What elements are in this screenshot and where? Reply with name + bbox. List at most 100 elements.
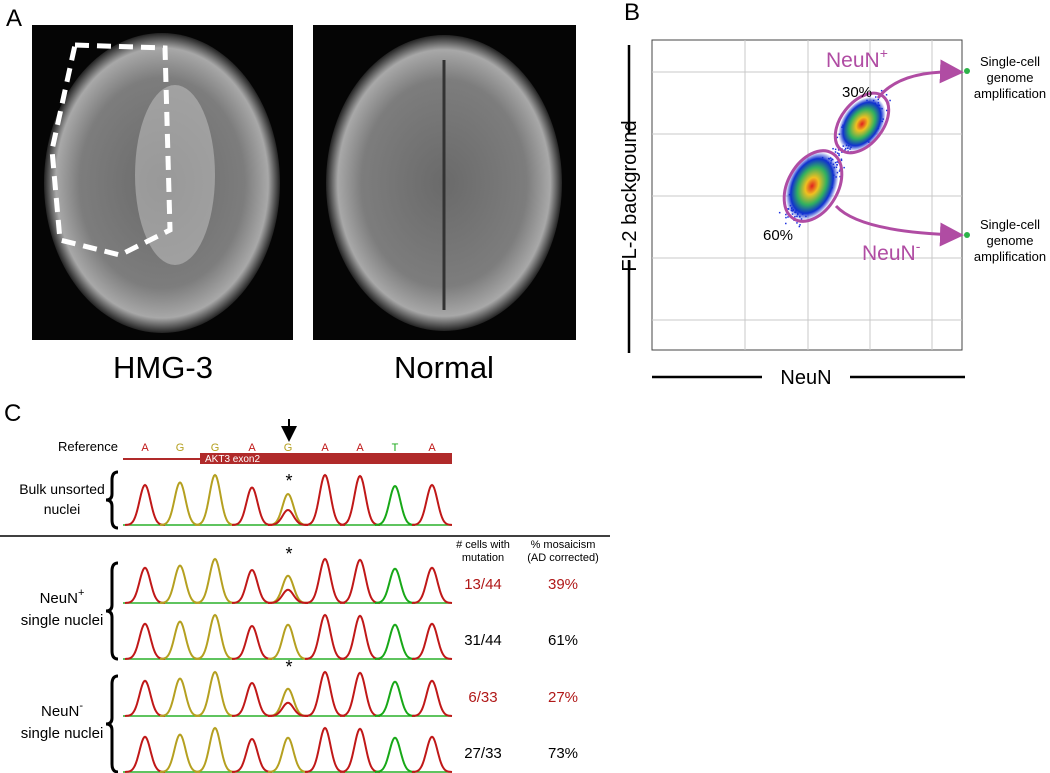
gate <box>782 149 844 223</box>
trace <box>123 557 453 604</box>
peak <box>374 623 416 660</box>
event <box>840 158 843 160</box>
mosaicism: 39% <box>548 576 578 593</box>
peak <box>231 624 273 660</box>
destination: Single-cell <box>980 54 1040 69</box>
reference-base: A <box>321 442 329 454</box>
asterisk: * <box>285 544 292 564</box>
group-label: single nuclei <box>21 612 104 629</box>
destination: amplification <box>974 249 1046 264</box>
event <box>847 150 849 152</box>
peak <box>411 622 453 660</box>
peak <box>159 733 201 773</box>
event <box>796 222 798 224</box>
caption: Normal <box>394 350 494 385</box>
group-label: NeuN- <box>41 700 83 720</box>
reference-base: G <box>211 442 220 454</box>
x-axis-label: NeuN <box>780 367 831 389</box>
event <box>838 170 841 172</box>
peak <box>374 567 416 604</box>
event <box>787 216 789 218</box>
event <box>839 175 841 178</box>
peak <box>267 623 309 660</box>
peak <box>195 670 235 717</box>
peak <box>305 473 345 526</box>
column-header: (AD corrected) <box>527 552 599 564</box>
gate-label: NeuN+ <box>826 45 888 72</box>
brace <box>105 674 119 773</box>
peak <box>159 620 201 660</box>
column-header: mutation <box>462 552 504 564</box>
event <box>832 147 834 150</box>
peak <box>374 484 416 526</box>
event <box>778 211 781 214</box>
peak <box>159 564 201 604</box>
peak <box>411 679 453 717</box>
event <box>885 94 888 96</box>
exon-bar <box>200 453 452 464</box>
peak <box>340 727 380 773</box>
event <box>889 99 891 102</box>
peak <box>411 566 453 604</box>
peak <box>305 670 345 717</box>
trace <box>123 726 453 773</box>
asterisk: * <box>285 657 292 677</box>
reference-label: Reference <box>58 439 118 454</box>
peak <box>411 735 453 773</box>
density <box>785 151 839 221</box>
event <box>836 164 838 166</box>
asterisk: * <box>285 471 292 491</box>
destination: genome <box>987 70 1034 85</box>
destination: amplification <box>974 86 1046 101</box>
cell-count: 31/44 <box>464 632 502 649</box>
group-label: single nuclei <box>21 725 104 742</box>
reference-base: T <box>392 442 399 454</box>
reference-base: G <box>284 442 293 454</box>
peak <box>124 735 166 773</box>
peak <box>340 474 380 526</box>
reference-base: A <box>356 442 364 454</box>
caption: HMG-3 <box>113 350 213 385</box>
panel-label: C <box>4 400 21 427</box>
peak <box>340 558 380 604</box>
mosaicism: 27% <box>548 689 578 706</box>
outline <box>49 42 173 258</box>
group-sign: - <box>79 700 83 712</box>
reference-base: G <box>176 442 185 454</box>
density <box>838 96 886 152</box>
peak <box>124 622 166 660</box>
peak <box>340 671 380 717</box>
event <box>836 136 839 139</box>
cell-count: 27/33 <box>464 745 502 762</box>
peak <box>305 726 345 773</box>
event <box>836 152 839 154</box>
panel-label: B <box>624 0 640 26</box>
peak <box>195 557 235 604</box>
gate-percent: 30% <box>842 84 872 101</box>
peak <box>340 614 380 660</box>
peak <box>125 483 165 526</box>
column-header: % mosaicism <box>531 539 596 551</box>
event <box>838 154 840 157</box>
event <box>843 166 845 169</box>
peak <box>374 736 416 773</box>
peak <box>160 481 200 526</box>
gate-name: NeuN <box>826 49 880 72</box>
dot <box>964 68 970 74</box>
peak <box>195 473 235 526</box>
peak <box>195 613 235 660</box>
peak <box>305 613 345 660</box>
group-name: NeuN <box>40 590 78 607</box>
cell-count: 6/33 <box>468 689 497 706</box>
arrow <box>876 59 964 99</box>
gate-sign: + <box>880 45 888 61</box>
event <box>874 96 877 98</box>
exon-label: AKT3 exon2 <box>205 454 260 465</box>
brace <box>105 470 119 530</box>
gate-label: NeuN- <box>862 238 921 265</box>
event <box>834 151 837 153</box>
peak <box>195 726 235 773</box>
event <box>880 89 883 92</box>
event <box>785 213 787 216</box>
